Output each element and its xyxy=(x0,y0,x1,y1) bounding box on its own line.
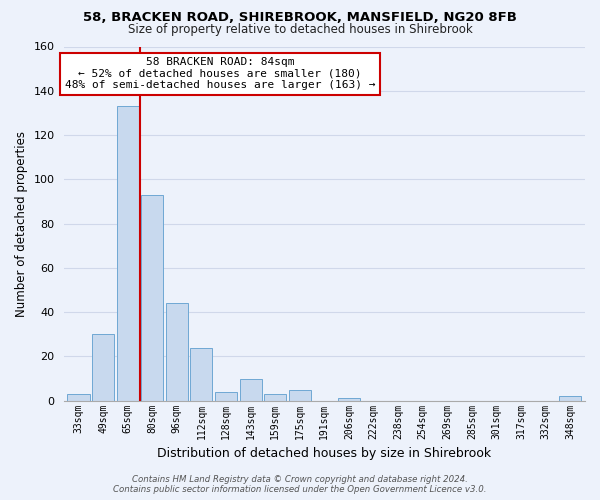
Bar xyxy=(289,390,311,400)
Bar xyxy=(190,348,212,401)
Bar xyxy=(67,394,89,400)
Bar xyxy=(141,195,163,400)
Bar xyxy=(239,378,262,400)
Bar xyxy=(215,392,237,400)
Bar xyxy=(338,398,360,400)
Bar xyxy=(166,304,188,400)
Text: Size of property relative to detached houses in Shirebrook: Size of property relative to detached ho… xyxy=(128,22,472,36)
Bar xyxy=(559,396,581,400)
Y-axis label: Number of detached properties: Number of detached properties xyxy=(15,130,28,316)
Text: Contains HM Land Registry data © Crown copyright and database right 2024.
Contai: Contains HM Land Registry data © Crown c… xyxy=(113,474,487,494)
Bar xyxy=(92,334,114,400)
Bar xyxy=(264,394,286,400)
Text: 58, BRACKEN ROAD, SHIREBROOK, MANSFIELD, NG20 8FB: 58, BRACKEN ROAD, SHIREBROOK, MANSFIELD,… xyxy=(83,11,517,24)
X-axis label: Distribution of detached houses by size in Shirebrook: Distribution of detached houses by size … xyxy=(157,447,491,460)
Bar xyxy=(116,106,139,401)
Text: 58 BRACKEN ROAD: 84sqm
← 52% of detached houses are smaller (180)
48% of semi-de: 58 BRACKEN ROAD: 84sqm ← 52% of detached… xyxy=(65,57,376,90)
